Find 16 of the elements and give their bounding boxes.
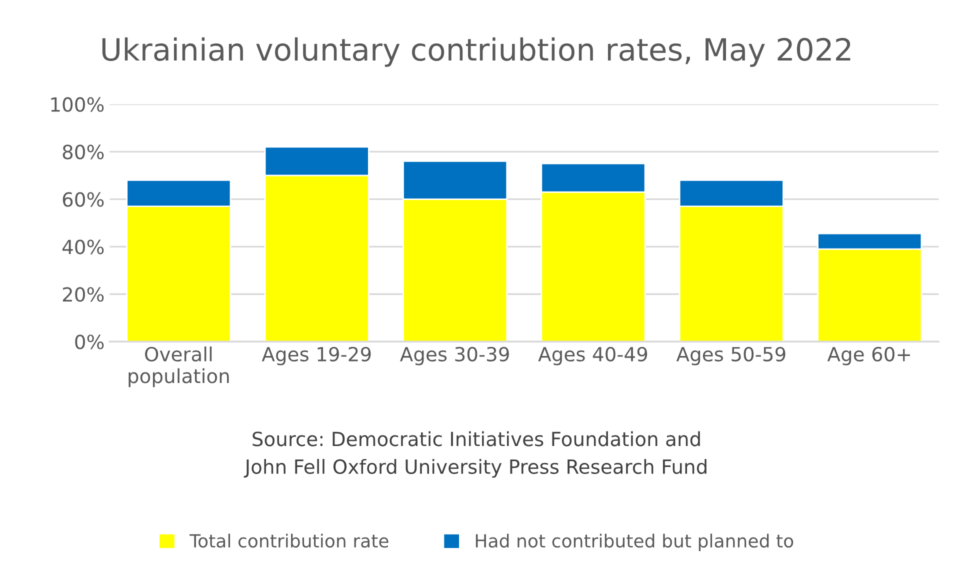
y-tick-label: 0% bbox=[75, 334, 104, 350]
source-note: Source: Democratic Initiatives Foundation and John Fell Oxford University Press Research Fund bbox=[244, 431, 706, 478]
legend-label: Had not contributed but planned to bbox=[476, 534, 794, 552]
y-tick-label: 80% bbox=[62, 144, 104, 160]
y-tick-label: 40% bbox=[62, 240, 104, 254]
x-tick-label: Ages 50-59 bbox=[676, 346, 786, 366]
y-tick-label: 60% bbox=[62, 192, 104, 207]
y-tick-label: 100% bbox=[51, 97, 104, 112]
x-tick-label: Ages 30-39 bbox=[400, 346, 509, 366]
legend-label: Total contribution rate bbox=[190, 534, 388, 548]
x-tick-label: Ages 40-49 bbox=[538, 346, 648, 366]
x-tick-label: Ages 19-29 bbox=[262, 346, 371, 366]
x-tick-label: Age 60+ bbox=[827, 346, 910, 366]
x-tick-label: Overall population bbox=[128, 346, 229, 388]
chart-title: Ukrainian voluntary contriubtion rates, May 2022 bbox=[102, 37, 850, 67]
y-tick-label: 20% bbox=[62, 287, 104, 302]
